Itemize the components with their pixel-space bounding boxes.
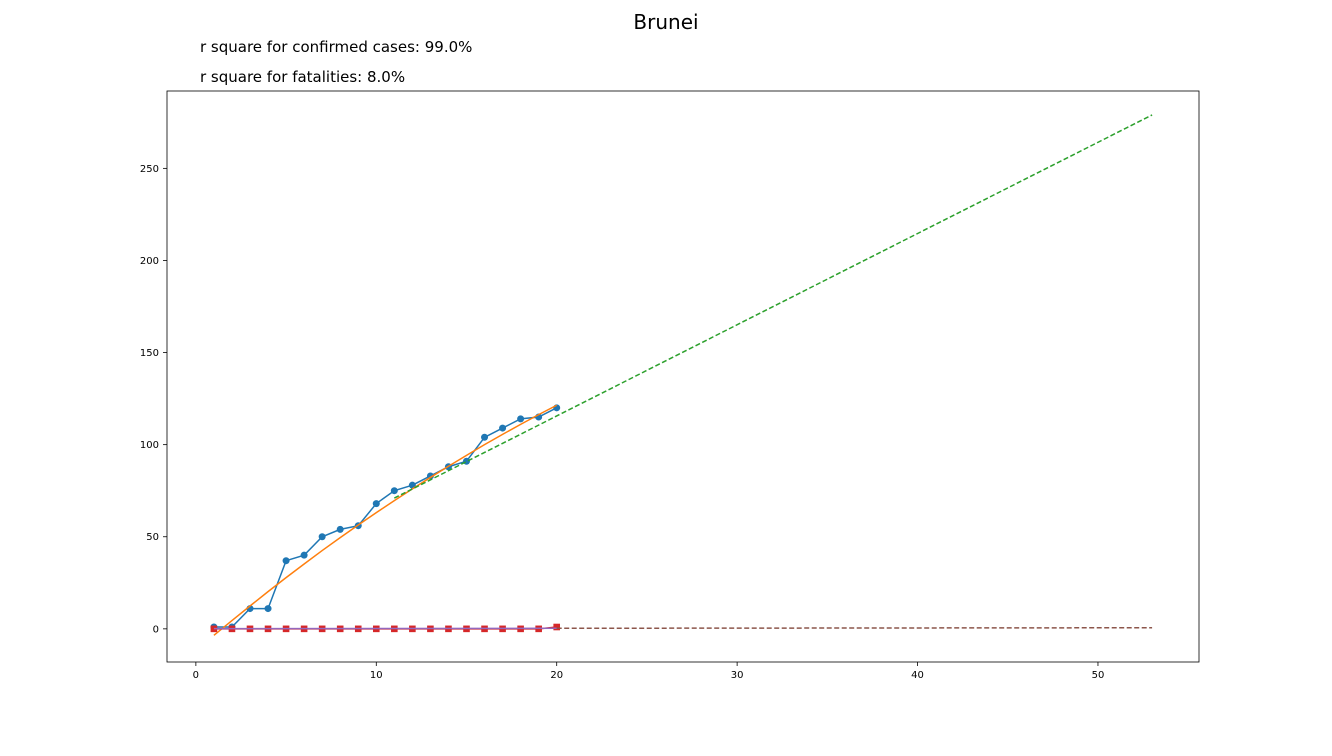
- observed-confirmed-point: [282, 557, 290, 565]
- observed-confirmed-point: [264, 605, 272, 613]
- y-tick-label: 100: [140, 440, 159, 451]
- forecast-fatalities-line: [556, 626, 1153, 630]
- x-tick-label: 30: [731, 670, 744, 681]
- x-tick-label: 20: [550, 670, 563, 681]
- forecast-confirmed-line: [393, 114, 1153, 499]
- x-tick-label: 10: [370, 670, 383, 681]
- y-tick-label: 0: [153, 624, 159, 635]
- observed-confirmed-point: [372, 500, 380, 508]
- x-tick-label: 40: [911, 670, 924, 681]
- observed-confirmed-point: [390, 487, 398, 495]
- observed-confirmed-point: [300, 551, 308, 559]
- r-square-confirmed-text: r square for confirmed cases: 99.0%: [200, 38, 473, 56]
- y-tick-label: 250: [140, 164, 159, 175]
- x-tick-label: 0: [193, 670, 199, 681]
- observed-confirmed-point: [499, 424, 507, 432]
- fit-confirmed-line: [213, 404, 558, 636]
- observed-confirmed-point: [318, 533, 326, 541]
- observed-confirmed-point: [481, 433, 489, 441]
- observed-confirmed-point: [462, 457, 470, 465]
- chart-title: Brunei: [633, 10, 699, 34]
- observed-confirmed-point: [517, 415, 525, 423]
- y-tick-label: 200: [140, 256, 159, 267]
- observed-fatalities-point: [553, 623, 561, 631]
- x-tick-label: 50: [1092, 670, 1105, 681]
- axes-frame: [166, 90, 1200, 663]
- observed-fatalities-point: [210, 625, 218, 633]
- y-tick-label: 50: [146, 532, 159, 543]
- observed-confirmed-point: [336, 525, 344, 533]
- r-square-fatalities-text: r square for fatalities: 8.0%: [200, 68, 406, 86]
- y-tick-label: 150: [140, 348, 159, 359]
